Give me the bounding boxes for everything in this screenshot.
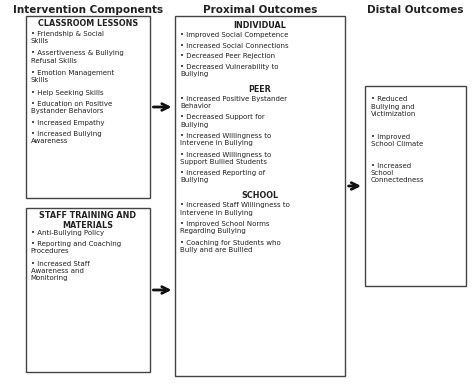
Text: • Decreased Peer Rejection: • Decreased Peer Rejection xyxy=(180,53,275,59)
Text: SCHOOL: SCHOOL xyxy=(241,191,279,200)
Bar xyxy=(26,16,150,198)
Text: • Increased Positive Bystander
Behavior: • Increased Positive Bystander Behavior xyxy=(180,96,287,109)
Text: • Increased Willingness to
Support Bullied Students: • Increased Willingness to Support Bulli… xyxy=(180,151,271,165)
Text: • Increased Staff Willingness to
Intervene in Bullying: • Increased Staff Willingness to Interve… xyxy=(180,203,290,216)
Text: • Help Seeking Skills: • Help Seeking Skills xyxy=(30,90,103,95)
Text: • Increased Reporting of
Bullying: • Increased Reporting of Bullying xyxy=(180,170,265,183)
Bar xyxy=(175,16,345,376)
Text: • Increased Bullying
Awareness: • Increased Bullying Awareness xyxy=(30,131,101,144)
Text: • Friendship & Social
Skills: • Friendship & Social Skills xyxy=(30,31,103,44)
Bar xyxy=(365,86,466,286)
Text: • Increased Willingness to
Intervene in Bullying: • Increased Willingness to Intervene in … xyxy=(180,133,271,146)
Bar xyxy=(26,208,150,372)
Text: • Decreased Support for
Bullying: • Decreased Support for Bullying xyxy=(180,115,265,128)
Text: • Reduced
Bullying and
Victimization: • Reduced Bullying and Victimization xyxy=(371,96,416,117)
Text: • Increased
School
Connectedness: • Increased School Connectedness xyxy=(371,163,424,183)
Text: • Emotion Management
Skills: • Emotion Management Skills xyxy=(30,70,114,83)
Text: CLASSROOM LESSONS: CLASSROOM LESSONS xyxy=(37,19,138,28)
Text: Proximal Outcomes: Proximal Outcomes xyxy=(203,5,317,15)
Text: • Increased Empathy: • Increased Empathy xyxy=(30,120,104,126)
Text: • Reporting and Coaching
Procedures: • Reporting and Coaching Procedures xyxy=(30,241,121,254)
Text: • Decreased Vulnerability to
Bullying: • Decreased Vulnerability to Bullying xyxy=(180,64,279,77)
Text: STAFF TRAINING AND
MATERIALS: STAFF TRAINING AND MATERIALS xyxy=(39,211,136,230)
Text: • Coaching for Students who
Bully and are Bullied: • Coaching for Students who Bully and ar… xyxy=(180,239,281,253)
Text: Intervention Components: Intervention Components xyxy=(13,5,163,15)
Text: • Increased Social Connections: • Increased Social Connections xyxy=(180,42,289,49)
Text: • Improved Social Competence: • Improved Social Competence xyxy=(180,32,288,38)
Text: • Assertiveness & Bullying
Refusal Skills: • Assertiveness & Bullying Refusal Skill… xyxy=(30,51,123,64)
Text: Distal Outcomes: Distal Outcomes xyxy=(367,5,464,15)
Text: • Increased Staff
Awareness and
Monitoring: • Increased Staff Awareness and Monitori… xyxy=(30,261,89,281)
Text: • Anti-Bullying Policy: • Anti-Bullying Policy xyxy=(30,230,104,236)
Text: • Improved
School Climate: • Improved School Climate xyxy=(371,134,423,147)
Text: • Improved School Norms
Regarding Bullying: • Improved School Norms Regarding Bullyi… xyxy=(180,221,270,234)
Text: PEER: PEER xyxy=(249,85,272,94)
Text: • Education on Positive
Bystander Behaviors: • Education on Positive Bystander Behavi… xyxy=(30,100,112,114)
Text: INDIVIDUAL: INDIVIDUAL xyxy=(234,21,286,30)
